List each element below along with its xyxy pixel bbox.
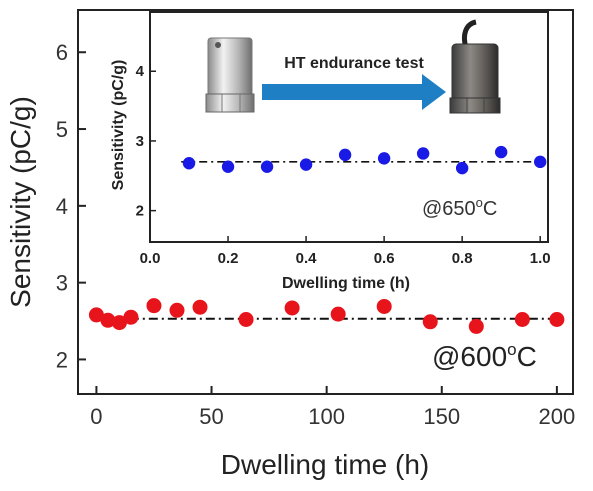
inset-data-point [377,152,391,165]
inset-x-tick-label: 0.2 [218,250,239,267]
inset-temperature-annotation: @650oC [422,195,497,220]
inset-y-tick-label: 3 [136,133,144,150]
main-data-point [88,307,104,323]
main-data-point [422,314,438,330]
inset-x-axis-label: Dwelling time (h) [282,275,410,292]
main-data-point [192,299,208,315]
main-y-tick-label: 2 [56,347,68,372]
main-temperature-annotation: @600oC [432,340,537,372]
main-chart: 0 50 100 150 200 2 3 4 5 6 Dwelling time (h) Sen… [5,9,575,480]
main-y-tick-label: 5 [56,117,68,142]
inset-data-point [494,145,508,159]
inset-y-axis-ticks: 2 3 4 [136,63,156,220]
sensor-after-icon [449,19,501,114]
main-x-tick-label: 0 [90,404,102,429]
main-y-axis-ticks: 2 3 4 5 6 [56,40,86,372]
main-data-point [330,306,346,322]
inset-plot-frame [149,11,549,243]
inset-data-point [533,155,547,169]
inset-data-points [182,145,547,175]
main-data-point [123,309,139,325]
main-x-tick-label: 150 [423,404,460,429]
main-y-tick-label: 4 [56,194,68,219]
inset-x-tick-label: 0.4 [296,250,318,267]
inset-data-point [182,157,196,170]
main-x-axis-ticks: 0 50 100 150 200 [90,386,575,429]
inset-x-tick-label: 0.6 [374,250,395,267]
inset-y-tick-label: 4 [136,63,145,80]
main-data-point [111,315,127,331]
main-data-point [169,302,185,318]
main-data-point [468,318,484,334]
main-y-axis-label: Sensitivity (pC/g) [5,96,36,308]
inset-x-tick-label: 1.0 [530,250,551,267]
main-data-point [100,312,116,328]
inset-y-axis-label: Sensitivity (pC/g) [110,60,127,191]
endurance-test-arrow-label: HT endurance test [284,55,424,72]
main-data-points [88,298,565,334]
inset-data-point [221,160,235,173]
main-y-tick-label: 6 [56,40,68,65]
main-data-point [376,298,392,314]
main-x-tick-label: 50 [199,404,223,429]
main-plot-frame [77,9,574,395]
inset-chart: 0.0 0.2 0.4 0.6 0.8 1.0 2 3 4 Dwelling time (h)… [110,11,551,292]
inset-x-tick-label: 0.8 [452,250,473,267]
main-x-tick-label: 100 [308,404,345,429]
inset-y-tick-label: 2 [136,203,144,220]
inset-x-axis-ticks: 0.0 0.2 0.4 0.6 0.8 1.0 [140,236,551,267]
main-data-point [238,312,254,328]
inset-x-tick-label: 0.0 [140,250,161,267]
main-x-axis-label: Dwelling time (h) [221,449,430,480]
main-x-tick-label: 200 [539,404,576,429]
main-data-point [549,312,565,328]
endurance-test-arrow-icon [262,74,446,110]
inset-data-point [416,147,430,160]
inset-data-point [455,161,469,175]
main-data-point [284,300,300,316]
inset-data-point [338,148,352,162]
inset-data-point [299,158,313,171]
sensor-before-icon [205,37,255,113]
inset-data-point [260,160,274,173]
main-data-point [514,312,530,328]
main-data-point [146,298,162,314]
main-y-tick-label: 3 [56,271,68,296]
